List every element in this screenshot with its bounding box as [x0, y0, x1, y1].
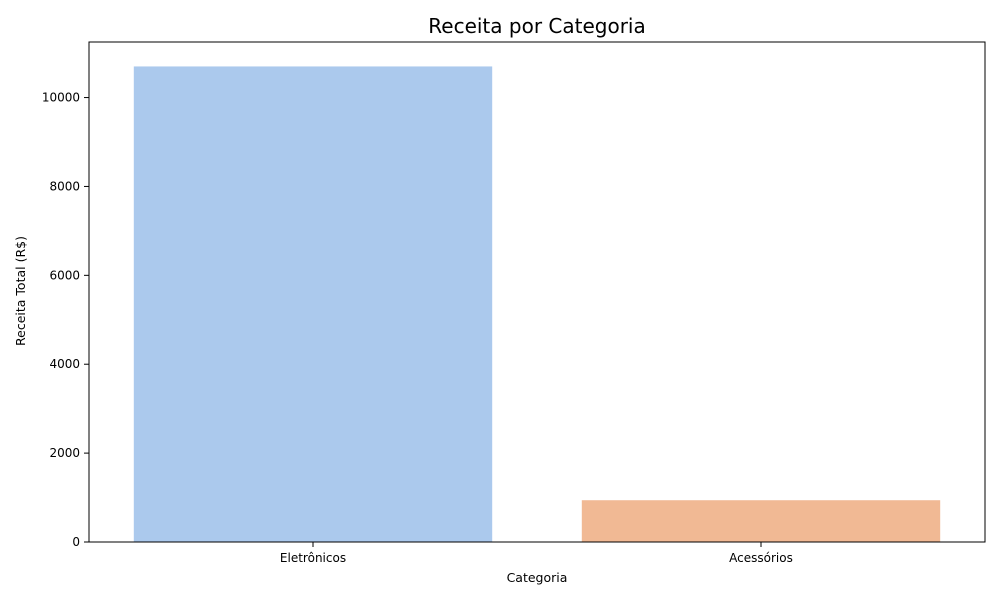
- chart-title: Receita por Categoria: [428, 14, 645, 38]
- y-tick-label: 2000: [49, 446, 80, 460]
- x-axis-label: Categoria: [507, 570, 568, 585]
- y-tick-label: 8000: [49, 179, 80, 193]
- bar-1: [581, 500, 941, 542]
- y-axis-label: Receita Total (R$): [13, 236, 28, 346]
- bar-0: [133, 66, 493, 542]
- y-tick-label: 10000: [42, 91, 80, 105]
- y-axis: 0 2000 4000 6000 8000 10000: [42, 91, 89, 549]
- plot-frame: [88, 41, 986, 543]
- x-axis: Eletrônicos Acessórios: [280, 542, 793, 565]
- bars-layer: [133, 66, 941, 542]
- y-tick-label: 0: [72, 535, 80, 549]
- y-tick-label: 6000: [49, 268, 80, 282]
- y-tick-label: 4000: [49, 357, 80, 371]
- x-tick-label: Acessórios: [729, 551, 793, 565]
- x-tick-label: Eletrônicos: [280, 551, 346, 565]
